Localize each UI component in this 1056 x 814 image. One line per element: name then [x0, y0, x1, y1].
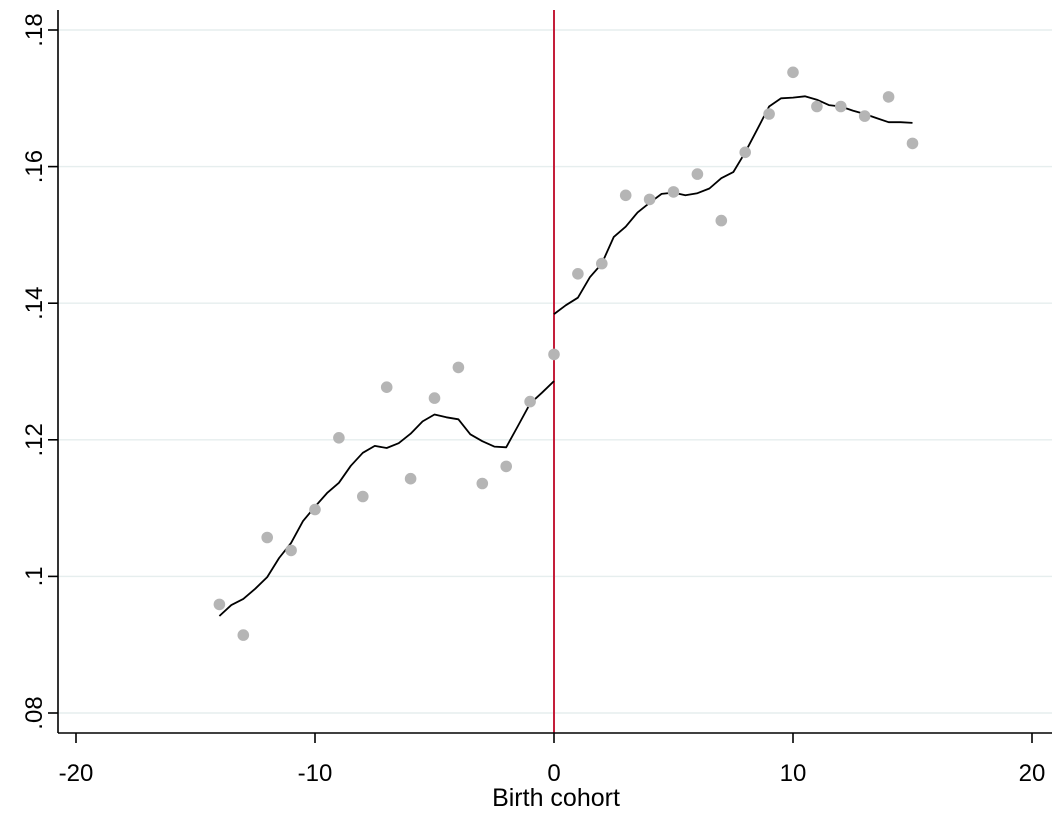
- data-point: [476, 477, 489, 490]
- fit-line-left: [218, 380, 555, 617]
- axes: [57, 10, 1052, 734]
- x-tick-label: 10: [780, 760, 807, 787]
- data-point: [691, 168, 704, 180]
- data-point: [643, 193, 656, 206]
- fit-line-right: [553, 95, 913, 315]
- data-point: [667, 186, 680, 198]
- x-tick-label: 0: [547, 760, 560, 787]
- data-point: [763, 108, 775, 120]
- data-point: [619, 189, 632, 202]
- x-tick-label: 20: [1019, 760, 1046, 787]
- data-point: [452, 361, 465, 374]
- data-point: [524, 395, 536, 408]
- data-point: [237, 629, 250, 641]
- data-point: [404, 472, 417, 485]
- data-point: [357, 490, 369, 503]
- x-tick-label: -20: [59, 760, 94, 787]
- data-point: [787, 66, 799, 79]
- y-tick-label: .16: [21, 150, 48, 183]
- data-point: [285, 544, 297, 557]
- x-axis-title: Birth cohort: [492, 784, 620, 812]
- data-point: [380, 381, 393, 394]
- x-tick-label: -10: [298, 760, 333, 787]
- data-point: [213, 598, 226, 611]
- data-point: [882, 91, 895, 103]
- data-point: [715, 214, 728, 227]
- x-axis-ticks: -20 -10 0 10 20: [59, 733, 1046, 787]
- y-tick-label: .1: [21, 566, 48, 586]
- fit-lines: [218, 95, 913, 617]
- data-point: [906, 137, 919, 150]
- y-axis-ticks: .08 .1 .12 .14 .16 .18: [21, 13, 58, 730]
- data-point: [739, 146, 751, 159]
- data-point: [835, 100, 847, 113]
- data-point: [811, 100, 823, 113]
- data-point: [500, 460, 512, 473]
- data-point: [261, 531, 274, 544]
- data-point: [428, 392, 441, 404]
- data-point: [548, 348, 560, 361]
- data-points: [213, 66, 919, 641]
- data-point: [333, 432, 345, 444]
- y-tick-label: .12: [21, 423, 48, 456]
- y-tick-label: .08: [21, 696, 48, 729]
- data-point: [858, 110, 871, 122]
- data-point: [309, 503, 321, 516]
- data-point: [596, 257, 608, 270]
- y-tick-label: .18: [21, 13, 48, 46]
- data-point: [572, 268, 584, 280]
- y-tick-label: .14: [21, 287, 48, 320]
